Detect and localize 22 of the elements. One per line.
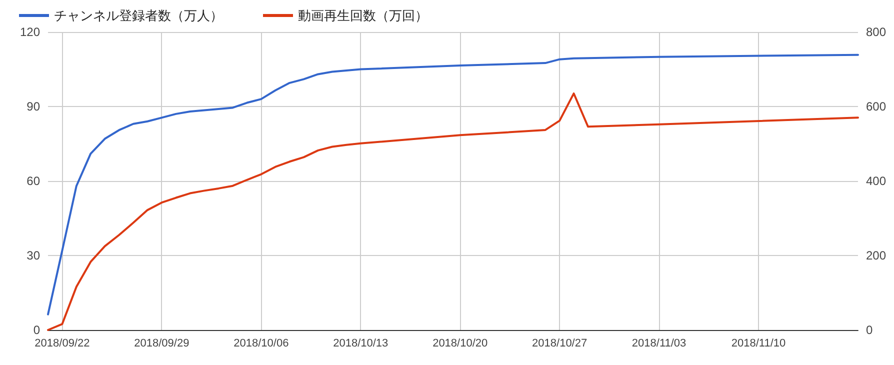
- x-tick-label: 2018/10/13: [333, 338, 388, 350]
- x-tick-label: 2018/11/10: [731, 338, 786, 350]
- line-series: [47, 92, 859, 331]
- y-tick-label: 120: [20, 25, 40, 39]
- x-tick-label: 2018/09/22: [34, 338, 90, 350]
- y2-tick-label: 0: [866, 323, 873, 337]
- legend-label: チャンネル登録者数（万人）: [54, 8, 223, 23]
- y-tick-label: 30: [26, 248, 40, 262]
- y2-tick-label: 800: [866, 25, 886, 39]
- x-tick-label: 2018/10/20: [432, 338, 488, 350]
- y-tick-label: 60: [26, 174, 40, 188]
- y-tick-label: 90: [26, 100, 40, 114]
- x-tick-label: 2018/10/27: [532, 338, 588, 350]
- y-tick-label: 0: [33, 323, 40, 337]
- y2-tick-label: 400: [866, 174, 886, 188]
- y2-tick-label: 200: [866, 248, 886, 262]
- x-tick-label: 2018/09/29: [134, 338, 190, 350]
- line-series: [47, 54, 859, 316]
- y2-tick-label: 600: [866, 100, 886, 114]
- legend-label: 動画再生回数（万回）: [298, 8, 428, 23]
- x-tick-label: 2018/11/03: [632, 338, 686, 350]
- x-tick-label: 2018/10/06: [234, 338, 289, 350]
